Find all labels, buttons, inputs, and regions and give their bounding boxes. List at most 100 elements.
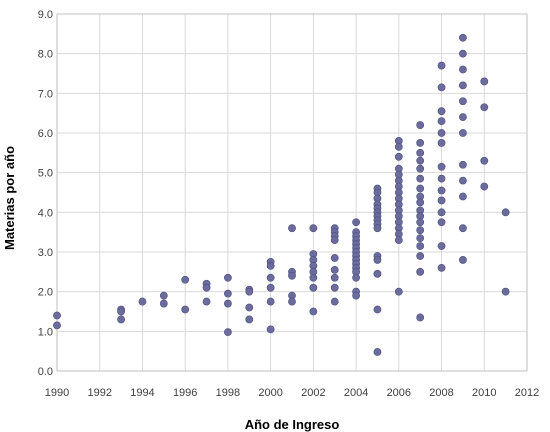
data-point-104	[416, 198, 425, 207]
data-point-143	[480, 182, 489, 191]
data-point-144	[501, 208, 510, 217]
data-point-12	[202, 297, 211, 306]
data-point-126	[437, 242, 446, 250]
data-point-78	[373, 348, 382, 356]
data-point-122	[437, 186, 446, 195]
data-point-6	[159, 291, 168, 300]
data-point-101	[416, 174, 425, 183]
x-tick-label: 2006	[387, 387, 411, 399]
x-tick-label: 1992	[87, 387, 111, 399]
data-point-9	[181, 305, 190, 314]
x-tick-label: 2010	[472, 387, 496, 399]
data-point-4	[117, 315, 125, 324]
data-point-29	[288, 271, 296, 280]
x-axis-title: Año de Ingreso	[245, 417, 340, 432]
data-point-110	[416, 242, 425, 250]
data-point-137	[459, 192, 467, 201]
y-tick-label: 2.0	[38, 287, 53, 299]
plot-border	[56, 13, 528, 372]
data-point-135	[459, 160, 467, 169]
y-tick-label: 9.0	[38, 9, 53, 21]
x-tick-label: 2002	[301, 387, 325, 399]
y-tick-label: 8.0	[38, 49, 53, 61]
data-point-81	[394, 152, 403, 161]
data-point-124	[437, 208, 446, 217]
data-point-141	[480, 103, 489, 112]
data-point-100	[416, 164, 425, 173]
data-point-13	[224, 273, 232, 282]
data-point-97	[416, 139, 425, 147]
y-tick-label: 5.0	[38, 168, 53, 180]
data-point-130	[459, 65, 467, 74]
data-point-32	[309, 224, 318, 233]
x-axis-ticks: 1990 1992 1994 1996 1998 2000 2002 2004 2006 2008…	[45, 387, 539, 399]
y-tick-label: 3.0	[38, 247, 53, 259]
data-point-63	[352, 291, 360, 300]
x-tick-label: 1996	[173, 387, 197, 399]
data-point-108	[416, 226, 425, 235]
data-point-76	[373, 269, 382, 278]
data-point-15	[224, 299, 232, 308]
data-point-121	[437, 174, 446, 183]
data-point-145	[501, 287, 510, 296]
data-point-113	[416, 313, 425, 322]
data-point-133	[459, 113, 467, 122]
data-points	[53, 33, 510, 356]
data-point-117	[437, 117, 446, 125]
data-point-142	[480, 156, 489, 165]
data-point-140	[480, 77, 489, 86]
data-point-134	[459, 129, 467, 137]
data-point-8	[181, 275, 190, 284]
x-tick-label: 1994	[130, 387, 154, 399]
data-point-132	[459, 97, 467, 106]
data-point-118	[437, 129, 446, 137]
data-point-128	[459, 33, 467, 42]
data-point-115	[437, 83, 446, 92]
y-tick-label: 6.0	[38, 128, 53, 140]
data-point-37	[309, 273, 318, 282]
data-point-98	[416, 148, 425, 157]
x-tick-label: 1998	[216, 387, 240, 399]
data-point-31	[288, 297, 296, 306]
data-point-127	[437, 263, 446, 272]
data-point-107	[416, 218, 425, 227]
data-point-45	[330, 265, 339, 274]
data-point-138	[459, 224, 467, 233]
data-point-111	[416, 252, 425, 260]
data-point-102	[416, 184, 425, 193]
data-point-25	[266, 297, 275, 306]
plot-area	[57, 14, 527, 371]
data-point-96	[416, 121, 425, 129]
data-point-139	[459, 256, 467, 264]
data-point-80	[394, 142, 403, 151]
data-point-116	[437, 107, 446, 116]
data-point-48	[330, 297, 339, 306]
data-point-22	[266, 261, 275, 270]
x-tick-label: 2012	[515, 387, 539, 399]
data-point-39	[309, 307, 318, 316]
data-point-3	[117, 307, 125, 316]
data-point-44	[330, 254, 339, 262]
data-point-7	[159, 299, 168, 308]
data-point-131	[459, 81, 467, 90]
data-point-120	[437, 162, 446, 171]
y-axis-title: Materias por año	[2, 146, 17, 250]
data-point-73	[373, 224, 382, 233]
data-point-11	[202, 283, 211, 292]
data-point-14	[224, 289, 232, 298]
y-axis-ticks: 0.0 1.0 2.0 3.0 4.0 5.0 6.0 7.0 8.0 9.0	[38, 9, 53, 378]
data-point-38	[309, 283, 318, 292]
data-point-109	[416, 234, 425, 243]
data-point-46	[330, 273, 339, 282]
data-point-26	[266, 325, 275, 334]
data-point-119	[437, 139, 446, 147]
data-point-47	[330, 283, 339, 292]
data-point-18	[245, 287, 254, 296]
data-point-1	[53, 321, 61, 330]
y-tick-label: 4.0	[38, 207, 53, 219]
data-point-77	[373, 305, 382, 314]
data-point-23	[266, 273, 275, 282]
data-point-114	[437, 61, 446, 70]
data-point-49	[352, 218, 360, 227]
